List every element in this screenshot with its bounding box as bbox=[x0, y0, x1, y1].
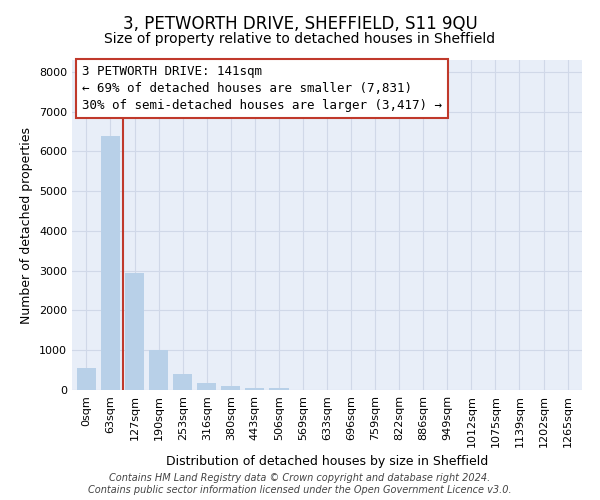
X-axis label: Distribution of detached houses by size in Sheffield: Distribution of detached houses by size … bbox=[166, 455, 488, 468]
Bar bbox=[149, 350, 168, 390]
Bar bbox=[245, 388, 265, 390]
Text: Contains HM Land Registry data © Crown copyright and database right 2024.
Contai: Contains HM Land Registry data © Crown c… bbox=[88, 474, 512, 495]
Bar bbox=[269, 388, 289, 390]
Text: 3, PETWORTH DRIVE, SHEFFIELD, S11 9QU: 3, PETWORTH DRIVE, SHEFFIELD, S11 9QU bbox=[122, 15, 478, 33]
Bar bbox=[221, 386, 241, 390]
Bar bbox=[77, 368, 96, 390]
Bar bbox=[197, 383, 217, 390]
Bar bbox=[125, 272, 144, 390]
Text: Size of property relative to detached houses in Sheffield: Size of property relative to detached ho… bbox=[104, 32, 496, 46]
Bar bbox=[101, 136, 120, 390]
Bar bbox=[173, 374, 192, 390]
Y-axis label: Number of detached properties: Number of detached properties bbox=[20, 126, 34, 324]
Text: 3 PETWORTH DRIVE: 141sqm
← 69% of detached houses are smaller (7,831)
30% of sem: 3 PETWORTH DRIVE: 141sqm ← 69% of detach… bbox=[82, 65, 442, 112]
